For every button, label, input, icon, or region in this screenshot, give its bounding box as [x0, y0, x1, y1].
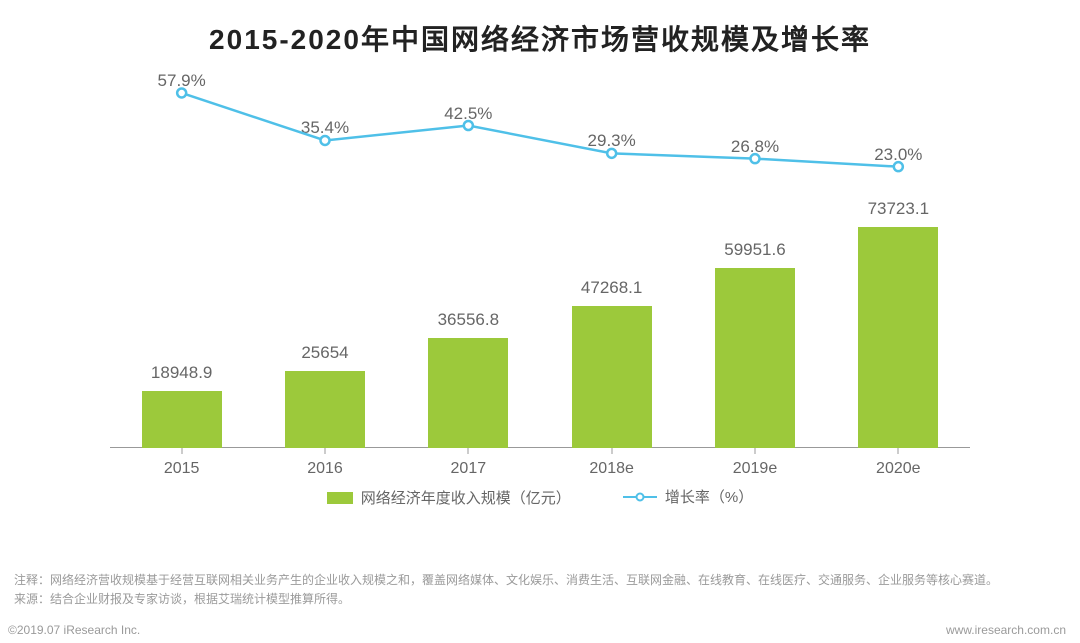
- x-category-label: 2018e: [589, 460, 634, 478]
- legend-line-label: 增长率（%）: [665, 486, 753, 507]
- x-tick: [181, 448, 182, 454]
- notes-line-1: 注释：网络经济营收规模基于经营互联网相关业务产生的企业收入规模之和，覆盖网络媒体…: [14, 571, 1066, 590]
- x-category-label: 2019e: [733, 460, 778, 478]
- line-marker: [177, 88, 186, 97]
- x-tick: [611, 448, 612, 454]
- growth-line: [182, 93, 899, 167]
- line-marker: [751, 154, 760, 163]
- chart-title: 2015-2020年中国网络经济市场营收规模及增长率: [0, 0, 1080, 58]
- legend-line-marker: [635, 492, 644, 501]
- x-tick: [324, 448, 325, 454]
- legend-item-line: 增长率（%）: [623, 486, 753, 507]
- x-category-label: 2016: [307, 460, 343, 478]
- footer-left: ©2019.07 iResearch Inc.: [8, 623, 140, 637]
- legend-swatch-line: [623, 490, 657, 504]
- x-tick: [468, 448, 469, 454]
- notes-line-2: 来源：结合企业财报及专家访谈，根据艾瑞统计模型推算所得。: [14, 590, 1066, 609]
- x-tick: [898, 448, 899, 454]
- notes: 注释：网络经济营收规模基于经营互联网相关业务产生的企业收入规模之和，覆盖网络媒体…: [14, 571, 1066, 609]
- legend-bar-label: 网络经济年度收入规模（亿元）: [361, 487, 571, 508]
- x-category-label: 2015: [164, 460, 200, 478]
- chart-container: 2015-2020年中国网络经济市场营收规模及增长率 18948.9201557…: [0, 0, 1080, 643]
- footer: ©2019.07 iResearch Inc. www.iresearch.co…: [8, 623, 1066, 637]
- x-category-label: 2020e: [876, 460, 921, 478]
- chart-area: 18948.9201557.9%25654201635.4%36556.8201…: [70, 78, 1010, 508]
- line-layer: [110, 78, 970, 448]
- legend-swatch-bar: [327, 492, 353, 504]
- x-category-label: 2017: [451, 460, 487, 478]
- legend-item-bar: 网络经济年度收入规模（亿元）: [327, 487, 571, 508]
- footer-right: www.iresearch.com.cn: [946, 623, 1066, 637]
- plot-area: 18948.9201557.9%25654201635.4%36556.8201…: [110, 78, 970, 448]
- line-marker: [894, 162, 903, 171]
- x-tick: [754, 448, 755, 454]
- legend: 网络经济年度收入规模（亿元） 增长率（%）: [70, 486, 1010, 508]
- line-marker: [321, 136, 330, 145]
- line-marker: [464, 121, 473, 130]
- line-marker: [607, 149, 616, 158]
